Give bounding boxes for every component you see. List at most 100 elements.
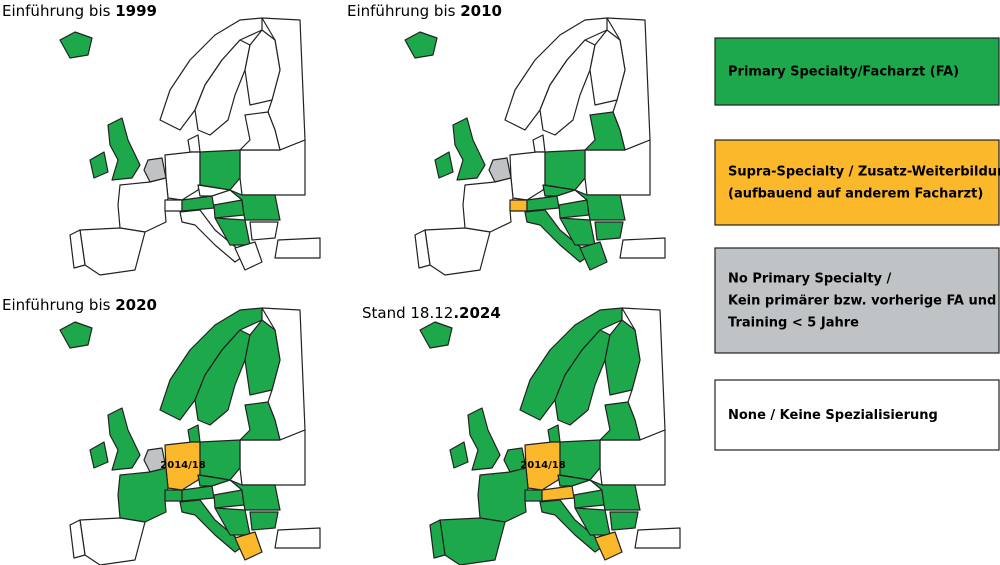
title-prefix: Einführung bis xyxy=(347,2,460,20)
legend-text: Training < 5 Jahre xyxy=(728,316,859,331)
country xyxy=(594,531,623,561)
title-prefix: Stand 18.12 xyxy=(362,304,453,322)
country xyxy=(532,134,546,153)
country xyxy=(526,195,560,212)
country xyxy=(249,221,279,241)
country xyxy=(164,199,183,212)
title-year: 2010 xyxy=(460,2,502,20)
country xyxy=(179,209,246,263)
country xyxy=(542,184,576,197)
country xyxy=(107,117,141,181)
country xyxy=(199,149,241,191)
country xyxy=(452,117,486,181)
country xyxy=(239,139,306,196)
map-label: 2014/18 xyxy=(160,460,205,471)
country xyxy=(79,517,146,565)
legend-box xyxy=(714,37,1000,106)
country xyxy=(199,439,241,481)
country xyxy=(213,489,245,509)
country xyxy=(539,499,606,553)
country xyxy=(107,407,141,471)
panel-title: Einführung bis 1999 xyxy=(2,2,157,20)
legend-text: Supra-Specialty / Zusatz-Weiterbildung xyxy=(728,165,1000,180)
map-panel xyxy=(59,17,321,276)
country xyxy=(404,31,438,59)
country xyxy=(439,517,506,565)
country xyxy=(462,177,514,233)
country xyxy=(477,467,529,523)
country xyxy=(181,195,215,212)
country xyxy=(117,467,169,523)
country xyxy=(239,111,281,151)
panel-title: Einführung bis 2010 xyxy=(347,2,502,20)
country xyxy=(449,441,469,469)
country xyxy=(117,177,169,233)
map-panel: 2014/18 xyxy=(59,307,321,565)
country xyxy=(239,401,281,441)
country xyxy=(544,149,586,191)
legend-text: Primary Specialty/Facharzt (FA) xyxy=(728,65,959,80)
country xyxy=(467,407,501,471)
country xyxy=(599,401,641,441)
country xyxy=(244,29,281,106)
legend-text: None / Keine Spezialisierung xyxy=(728,408,938,423)
country xyxy=(547,424,561,443)
country xyxy=(524,209,591,263)
country xyxy=(234,531,263,561)
country xyxy=(187,134,201,153)
country xyxy=(164,151,201,201)
country xyxy=(59,321,93,349)
country xyxy=(59,31,93,59)
legend-text: (aufbauend auf anderem Facharzt) xyxy=(728,187,983,202)
country xyxy=(558,199,590,219)
country xyxy=(213,199,245,219)
country xyxy=(414,229,431,269)
country xyxy=(181,485,215,502)
country xyxy=(434,151,454,179)
country xyxy=(509,151,546,201)
country xyxy=(604,319,641,396)
country xyxy=(79,227,146,276)
legend-box xyxy=(714,379,1000,451)
country xyxy=(69,229,86,269)
country xyxy=(197,184,231,197)
country xyxy=(187,424,201,443)
legend-box xyxy=(714,139,1000,226)
country xyxy=(589,29,626,106)
country xyxy=(197,474,231,487)
country xyxy=(573,489,605,509)
country xyxy=(541,485,575,502)
title-year: 1999 xyxy=(115,2,157,20)
country xyxy=(274,527,321,549)
map-label: 2014/18 xyxy=(520,460,565,471)
country xyxy=(574,189,626,221)
country xyxy=(589,479,641,511)
country xyxy=(509,199,528,212)
map-panel xyxy=(404,17,666,276)
country xyxy=(164,489,183,502)
country xyxy=(524,489,543,502)
title-year: 2020 xyxy=(115,296,157,314)
country xyxy=(619,237,666,259)
country xyxy=(429,519,446,559)
country xyxy=(419,321,453,349)
country xyxy=(557,474,591,487)
country xyxy=(579,241,608,271)
title-year: .2024 xyxy=(453,304,500,322)
country xyxy=(559,439,601,481)
country xyxy=(234,241,263,271)
panel-title: Einführung bis 2020 xyxy=(2,296,157,314)
country xyxy=(609,511,639,531)
panel-title: Stand 18.12.2024 xyxy=(362,304,501,322)
country xyxy=(179,499,246,553)
legend-text: No Primary Specialty / xyxy=(728,272,892,287)
country xyxy=(274,237,321,259)
country xyxy=(599,429,666,486)
country xyxy=(89,151,109,179)
country xyxy=(634,527,681,549)
country xyxy=(244,319,281,396)
country xyxy=(584,139,651,196)
legend-box xyxy=(714,247,1000,354)
country xyxy=(229,189,281,221)
